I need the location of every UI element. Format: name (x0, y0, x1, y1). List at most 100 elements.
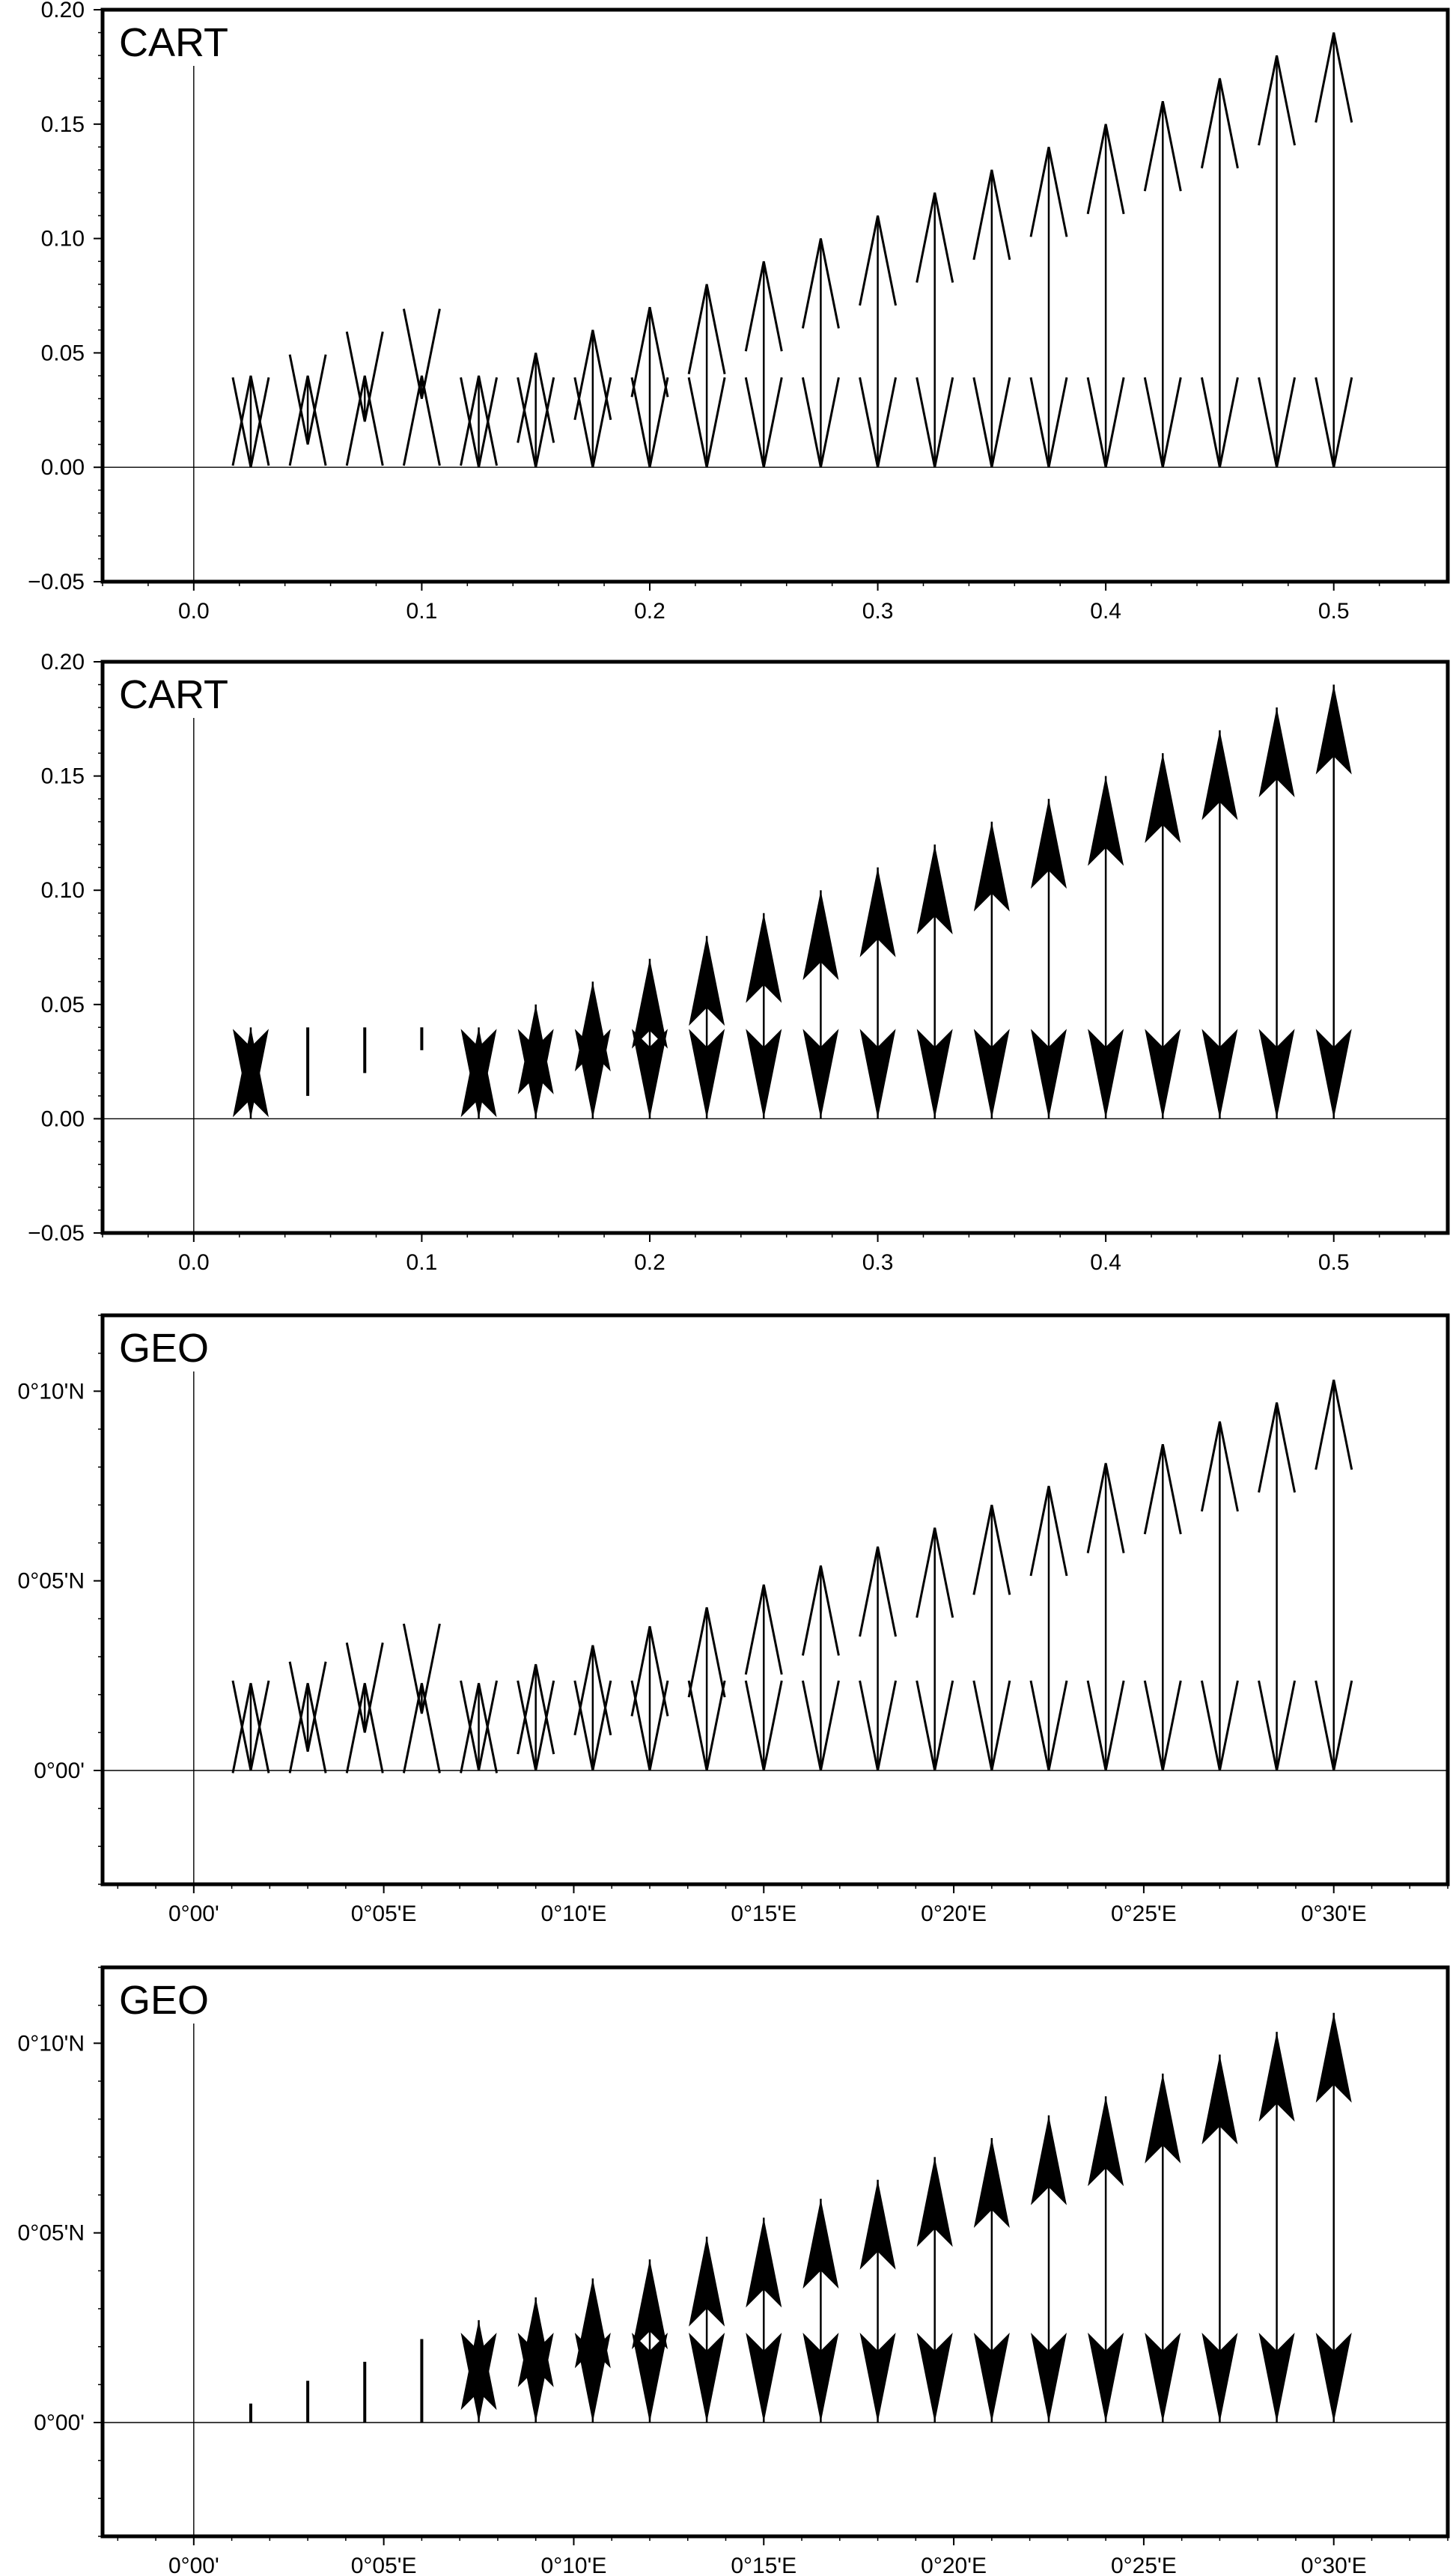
chart-3-vector-head-bottom (460, 1680, 499, 1771)
chart-2-y-tick-label: −0.05 (28, 1221, 85, 1246)
chart-1-x-tick-label: 0.0 (178, 599, 210, 624)
chart-1-vector-head-bottom (1029, 377, 1068, 468)
chart-3-vector-18 (1200, 1421, 1239, 1771)
chart-4-vector-head-bottom (1088, 2333, 1124, 2423)
chart-1-vector-head-top (1143, 100, 1182, 192)
chart-1-vector-head-top (345, 375, 384, 466)
chart-3-vector-14 (972, 1505, 1011, 1771)
chart-3-vector-head-top (1029, 1485, 1068, 1577)
chart-1-vector-head-top (801, 238, 840, 329)
chart-2-vector-20 (1315, 684, 1352, 1119)
chart-1-vector-head-bottom (573, 377, 612, 468)
chart-3-x-tick-label: 0°05'E (351, 1901, 417, 1926)
chart-3-vector-head-top (859, 1546, 898, 1637)
chart-2-vector-head-top (859, 867, 896, 957)
chart-4-vector-head-bottom (1145, 2333, 1181, 2423)
chart-4-x-tick-label: 0°30'E (1301, 2554, 1367, 2576)
chart-3-vector-head-bottom (1315, 1680, 1353, 1771)
chart-3-vector-head-bottom (231, 1680, 270, 1771)
chart-3-vector-head-bottom (801, 1680, 840, 1771)
chart-1-vector-head-top (744, 261, 783, 352)
chart-3-vector-19 (1258, 1402, 1297, 1771)
chart-2-frame (100, 660, 1450, 1235)
chart-3-vector-13 (916, 1527, 954, 1771)
chart-3-vector-head-top (972, 1505, 1011, 1595)
chart-2-panel: 0.0 0.1 0.2 0.3 0.4 0.5 −0.05 0.00 0.05 0.10 0.15 0… (28, 650, 1450, 1275)
chart-3-vector-head-top (1200, 1421, 1239, 1512)
chart-2-x-tick-label: 0.4 (1090, 1250, 1121, 1275)
chart-3-vector-head-top (402, 1683, 441, 1773)
chart-4-y-tick-label: 0°00' (34, 2411, 85, 2435)
chart-1-vector-head-bottom (1086, 377, 1125, 468)
chart-2-vector-7 (574, 981, 611, 1119)
chart-2-vector-8 (631, 958, 668, 1119)
chart-2-vector-16 (1088, 776, 1124, 1119)
chart-1-frame (100, 7, 1450, 584)
chart-2-vector-head-top (1088, 776, 1124, 866)
chart-1-vector-18 (1200, 78, 1239, 468)
chart-1-vector-4 (402, 308, 441, 466)
chart-3-vector-head-top (231, 1683, 270, 1773)
chart-3-vector-head-top (801, 1565, 840, 1656)
chart-1-vector-head-bottom (744, 377, 783, 468)
chart-2-vector-head-top (1030, 799, 1067, 889)
chart-1-vector-head-bottom (345, 331, 384, 422)
chart-1-vector-head-bottom (402, 308, 441, 399)
chart-3-vector-head-bottom (744, 1680, 783, 1771)
chart-1-vector-11 (801, 238, 840, 468)
chart-3-vector-8 (630, 1626, 669, 1771)
chart-1-vector-19 (1258, 55, 1297, 468)
chart-3-vector-7 (573, 1645, 612, 1771)
chart-1-y-tick-label: 0.10 (41, 227, 85, 252)
chart-2-vector-head-bottom (802, 1029, 839, 1119)
chart-1-vector-20 (1315, 32, 1353, 468)
chart-1-vector-head-top (1200, 78, 1239, 168)
chart-1-panel: 0.0 0.1 0.2 0.3 0.4 0.5 −0.05 0.00 0.05 0.10 0.15 0… (28, 0, 1450, 624)
chart-1-x-tick-label: 0.1 (406, 599, 438, 624)
chart-4-vector-13 (916, 2157, 953, 2423)
chart-1-vector-head-bottom (1315, 377, 1353, 468)
chart-1-x-tick-label: 0.3 (862, 599, 894, 624)
chart-4-vector-head-bottom (689, 2333, 725, 2423)
chart-4-vector-head-top (689, 2236, 725, 2327)
chart-4-vector-16 (1088, 2096, 1124, 2423)
chart-1-vector-head-bottom (231, 377, 270, 468)
chart-4-vector-6 (517, 2297, 554, 2423)
chart-2-vector-5 (460, 1027, 497, 1119)
chart-4-x-tick-label: 0°10'E (541, 2554, 607, 2576)
chart-4-x-tick-label: 0°05'E (351, 2554, 417, 2576)
chart-2-x-tick-label: 0.0 (178, 1250, 210, 1275)
chart-1-vector-head-top (1315, 32, 1353, 123)
chart-1-vector-head-bottom (687, 377, 726, 468)
chart-1-vector-head-bottom (859, 377, 898, 468)
chart-3-vector-10 (744, 1584, 783, 1771)
chart-1-vector-head-top (288, 375, 327, 466)
chart-2-vector-9 (689, 936, 725, 1119)
chart-2-vector-10 (746, 913, 782, 1119)
chart-1-vector-head-top (916, 192, 954, 283)
chart-1-y-tick-label: 0.05 (41, 341, 85, 365)
chart-2-x-tick-label: 0.1 (406, 1250, 438, 1275)
chart-2-y-tick-label: 0.20 (41, 650, 85, 675)
chart-1-vector-17 (1143, 100, 1182, 468)
chart-4-vector-head-top (1201, 2054, 1238, 2145)
chart-2-vector-head-bottom (973, 1029, 1010, 1119)
chart-4-vector-8 (631, 2259, 668, 2423)
chart-2-vector-head-bottom (1030, 1029, 1067, 1119)
chart-3-vector-4 (402, 1623, 441, 1773)
chart-3-vector-1 (231, 1680, 270, 1773)
chart-3-vector-head-top (460, 1683, 499, 1773)
chart-2-vector-head-bottom (1201, 1029, 1238, 1119)
chart-3-x-tick-label: 0°25'E (1111, 1901, 1177, 1926)
chart-3-x-tick-label: 0°20'E (921, 1901, 987, 1926)
chart-4-vector-head-bottom (460, 2333, 497, 2423)
chart-1-vector-9 (687, 284, 726, 468)
chart-4-vector-head-top (631, 2259, 668, 2350)
chart-2-vector-head-top (916, 844, 953, 935)
chart-2-vector-13 (916, 844, 953, 1119)
chart-2-vector-head-bottom (1145, 1029, 1181, 1119)
chart-3-x-tick-label: 0°10'E (541, 1901, 607, 1926)
chart-1-vector-5 (460, 375, 499, 468)
chart-3-y-tick-label: 0°05'N (18, 1569, 85, 1594)
chart-2-vector-head-bottom (916, 1029, 953, 1119)
